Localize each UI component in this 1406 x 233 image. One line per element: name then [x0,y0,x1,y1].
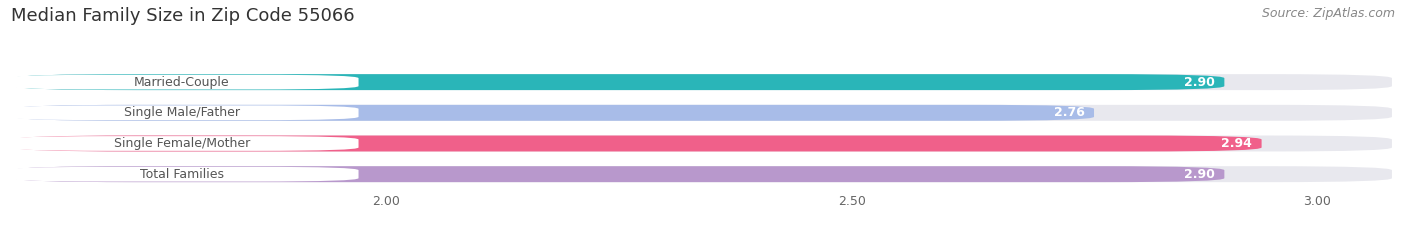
Text: Source: ZipAtlas.com: Source: ZipAtlas.com [1261,7,1395,20]
FancyBboxPatch shape [4,167,359,182]
Text: Married-Couple: Married-Couple [134,76,229,89]
FancyBboxPatch shape [14,105,1094,121]
FancyBboxPatch shape [14,105,1392,121]
FancyBboxPatch shape [14,136,1392,151]
FancyBboxPatch shape [14,74,1392,90]
Text: Single Female/Mother: Single Female/Mother [114,137,250,150]
Text: Median Family Size in Zip Code 55066: Median Family Size in Zip Code 55066 [11,7,354,25]
FancyBboxPatch shape [14,74,1225,90]
Text: 2.94: 2.94 [1222,137,1253,150]
Text: 2.90: 2.90 [1184,76,1215,89]
FancyBboxPatch shape [14,136,1261,151]
FancyBboxPatch shape [4,75,359,89]
FancyBboxPatch shape [14,166,1225,182]
Text: 2.76: 2.76 [1054,106,1084,119]
FancyBboxPatch shape [4,106,359,120]
Text: 2.90: 2.90 [1184,168,1215,181]
Text: Single Male/Father: Single Male/Father [124,106,239,119]
FancyBboxPatch shape [4,136,359,151]
Text: Total Families: Total Families [139,168,224,181]
FancyBboxPatch shape [14,166,1392,182]
